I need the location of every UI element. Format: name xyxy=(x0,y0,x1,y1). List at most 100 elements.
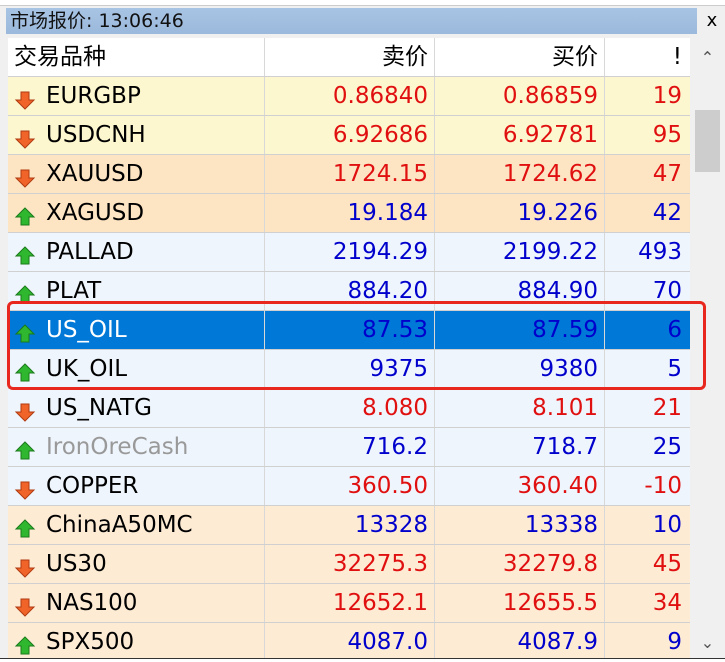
symbol-cell: US30 xyxy=(8,545,265,583)
bid-cell: 1724.15 xyxy=(265,155,435,193)
spread-cell: 10 xyxy=(652,512,682,538)
spread-cell: -10 xyxy=(644,473,682,499)
table-row[interactable]: XAGUSD 19.184 19.226 42 xyxy=(8,194,690,233)
table-row[interactable]: US_NATG 8.080 8.101 21 xyxy=(8,389,690,428)
bid-cell: 19.184 xyxy=(265,194,435,232)
arrow-down-icon xyxy=(14,592,36,617)
arrow-up-icon xyxy=(14,241,36,265)
title-time: 13:06:46 xyxy=(98,10,184,32)
bid-cell: 884.20 xyxy=(265,272,435,310)
ask-cell: 32279.8 xyxy=(435,545,605,583)
table-row[interactable]: EURGBP 0.86840 0.86859 19 xyxy=(8,77,690,116)
col-symbol-header[interactable]: 交易品种 xyxy=(8,38,265,76)
symbol-name: UK_OIL xyxy=(46,356,128,382)
market-watch-title: 市场报价: 13:06:46 xyxy=(6,8,697,34)
symbol-name: US_NATG xyxy=(46,395,152,421)
vertical-scrollbar[interactable]: ⌃ ⌄ xyxy=(690,38,725,662)
symbol-cell: IronOreCash xyxy=(8,428,265,466)
scroll-thumb[interactable] xyxy=(695,110,720,172)
table-row[interactable]: IronOreCash 716.2 718.7 25 xyxy=(8,428,690,467)
ask-cell: 718.7 xyxy=(435,428,605,466)
ask-cell: 0.86859 xyxy=(435,77,605,115)
table-row[interactable]: SPX500 4087.0 4087.9 9 xyxy=(8,623,690,662)
ask-cell: 87.59 xyxy=(435,311,605,349)
top-edge xyxy=(0,0,725,6)
table-row[interactable]: COPPER 360.50 360.40 -10 xyxy=(8,467,690,506)
table-row[interactable]: UK_OIL 9375 9380 5 xyxy=(8,350,690,389)
table-row[interactable]: PLAT 884.20 884.90 70 xyxy=(8,272,690,311)
symbol-cell: XAGUSD xyxy=(8,194,265,232)
arrow-down-icon xyxy=(14,553,36,578)
bid-cell: 2194.29 xyxy=(265,233,435,271)
spread-cell: 25 xyxy=(652,434,682,460)
ask-cell: 1724.62 xyxy=(435,155,605,193)
table-row[interactable]: NAS100 12652.1 12655.5 34 xyxy=(8,584,690,623)
scroll-down-icon[interactable]: ⌄ xyxy=(700,633,715,652)
symbol-name: PALLAD xyxy=(46,239,134,265)
symbol-cell: USDCNH xyxy=(8,116,265,154)
symbol-cell: EURGBP xyxy=(8,77,265,115)
bid-cell: 8.080 xyxy=(265,389,435,427)
symbol-cell: UK_OIL xyxy=(8,350,265,388)
symbol-name: US_OIL xyxy=(46,317,127,343)
bid-cell: 6.92686 xyxy=(265,116,435,154)
bottom-edge xyxy=(0,658,725,662)
symbol-cell: ChinaA50MC xyxy=(8,506,265,544)
arrow-up-icon xyxy=(14,202,36,226)
spread-cell: 47 xyxy=(652,161,682,187)
table-body: EURGBP 0.86840 0.86859 19 USDCNH 6.92686 … xyxy=(8,77,690,662)
col-ask-header[interactable]: 买价 xyxy=(435,38,605,76)
ask-cell: 360.40 xyxy=(435,467,605,505)
symbol-cell: COPPER xyxy=(8,467,265,505)
close-button[interactable]: x xyxy=(706,10,718,31)
table-row[interactable]: US30 32275.3 32279.8 45 xyxy=(8,545,690,584)
arrow-up-icon xyxy=(14,631,36,655)
table-row[interactable]: XAUUSD 1724.15 1724.62 47 xyxy=(8,155,690,194)
symbol-name: SPX500 xyxy=(46,629,135,655)
spread-cell: 70 xyxy=(652,278,682,304)
ask-cell: 9380 xyxy=(435,350,605,388)
ask-cell: 6.92781 xyxy=(435,116,605,154)
symbol-cell: PLAT xyxy=(8,272,265,310)
ask-cell: 884.90 xyxy=(435,272,605,310)
symbol-cell: PALLAD xyxy=(8,233,265,271)
spread-cell: 34 xyxy=(652,590,682,616)
bid-cell: 716.2 xyxy=(265,428,435,466)
table-row[interactable]: USDCNH 6.92686 6.92781 95 xyxy=(8,116,690,155)
spread-cell: 19 xyxy=(652,83,682,109)
arrow-up-icon xyxy=(14,280,36,304)
symbol-cell: US_NATG xyxy=(8,389,265,427)
spread-cell: 9 xyxy=(667,629,682,655)
arrow-up-icon xyxy=(14,514,36,538)
arrow-down-icon xyxy=(14,475,36,500)
arrow-down-icon xyxy=(14,124,36,149)
symbol-cell: XAUUSD xyxy=(8,155,265,193)
bid-cell: 87.53 xyxy=(265,311,435,349)
ask-cell: 8.101 xyxy=(435,389,605,427)
symbol-cell: SPX500 xyxy=(8,623,265,661)
col-spread-header[interactable]: ! xyxy=(672,44,682,70)
bid-cell: 9375 xyxy=(265,350,435,388)
symbol-cell: US_OIL xyxy=(8,311,265,349)
symbol-name: IronOreCash xyxy=(46,434,189,460)
col-bid-header[interactable]: 卖价 xyxy=(265,38,435,76)
table-row[interactable]: ChinaA50MC 13328 13338 10 xyxy=(8,506,690,545)
ask-cell: 12655.5 xyxy=(435,584,605,622)
symbol-cell: NAS100 xyxy=(8,584,265,622)
ask-cell: 2199.22 xyxy=(435,233,605,271)
symbol-name: XAUUSD xyxy=(46,161,144,187)
scroll-up-icon[interactable]: ⌃ xyxy=(700,48,715,67)
spread-cell: 6 xyxy=(667,317,682,343)
arrow-up-icon xyxy=(14,436,36,460)
table-row[interactable]: PALLAD 2194.29 2199.22 493 xyxy=(8,233,690,272)
spread-cell: 5 xyxy=(667,356,682,382)
symbol-name: COPPER xyxy=(46,473,139,499)
table-row[interactable]: US_OIL 87.53 87.59 6 xyxy=(8,311,690,350)
symbol-name: NAS100 xyxy=(46,590,138,616)
ask-cell: 19.226 xyxy=(435,194,605,232)
bid-cell: 360.50 xyxy=(265,467,435,505)
symbol-name: PLAT xyxy=(46,278,102,304)
arrow-up-icon xyxy=(14,319,36,343)
quotes-table: 交易品种 卖价 买价 ! EURGBP 0.86840 0.86859 19 US… xyxy=(8,38,690,662)
symbol-name: ChinaA50MC xyxy=(46,512,193,538)
